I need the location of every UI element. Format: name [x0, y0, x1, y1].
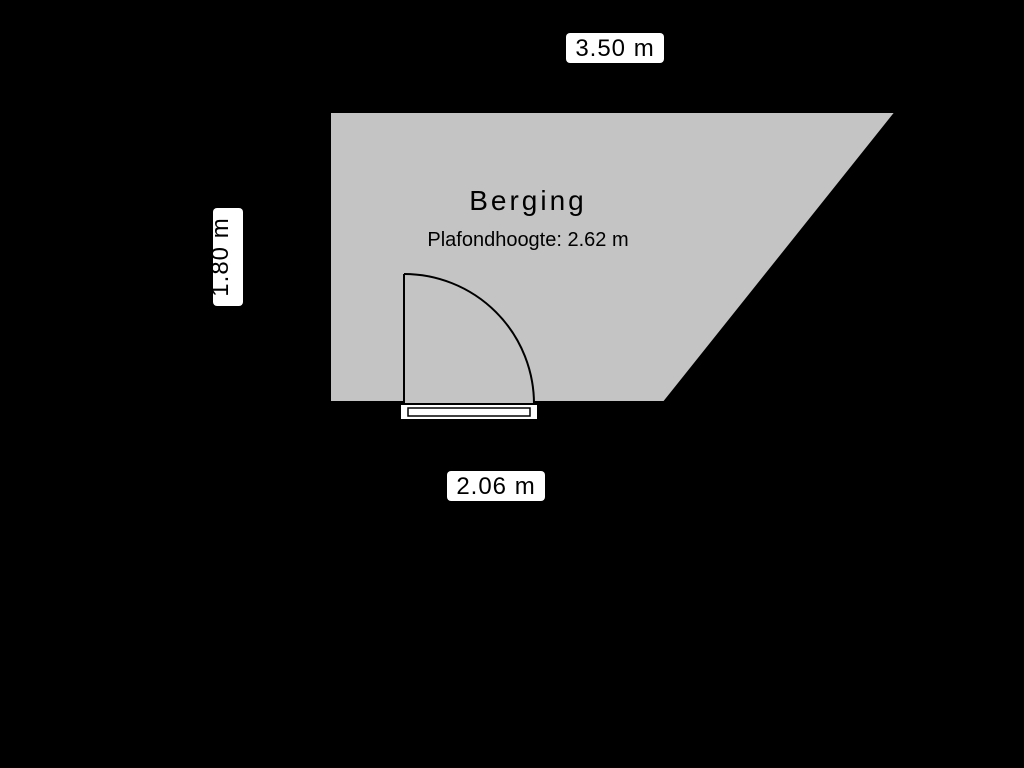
room-shape — [326, 108, 904, 406]
door-threshold — [400, 404, 538, 420]
dimension-top-label: 3.50 m — [575, 35, 654, 62]
dimension-bottom-label: 2.06 m — [456, 473, 535, 500]
room-title: Berging — [469, 185, 587, 216]
room-subtitle: Plafondhoogte: 2.62 m — [427, 229, 628, 251]
dimension-left-label: 1.80 m — [207, 217, 234, 296]
